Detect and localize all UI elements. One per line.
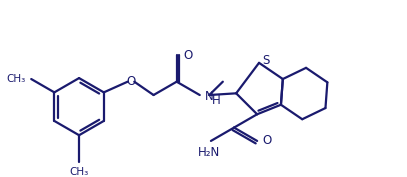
- Text: CH₃: CH₃: [70, 167, 89, 177]
- Text: CH₃: CH₃: [6, 74, 26, 84]
- Text: H: H: [212, 94, 221, 107]
- Text: O: O: [183, 48, 193, 62]
- Text: O: O: [127, 75, 136, 88]
- Text: S: S: [262, 55, 269, 67]
- Text: N: N: [204, 90, 213, 103]
- Text: H₂N: H₂N: [198, 146, 220, 159]
- Text: O: O: [263, 134, 272, 147]
